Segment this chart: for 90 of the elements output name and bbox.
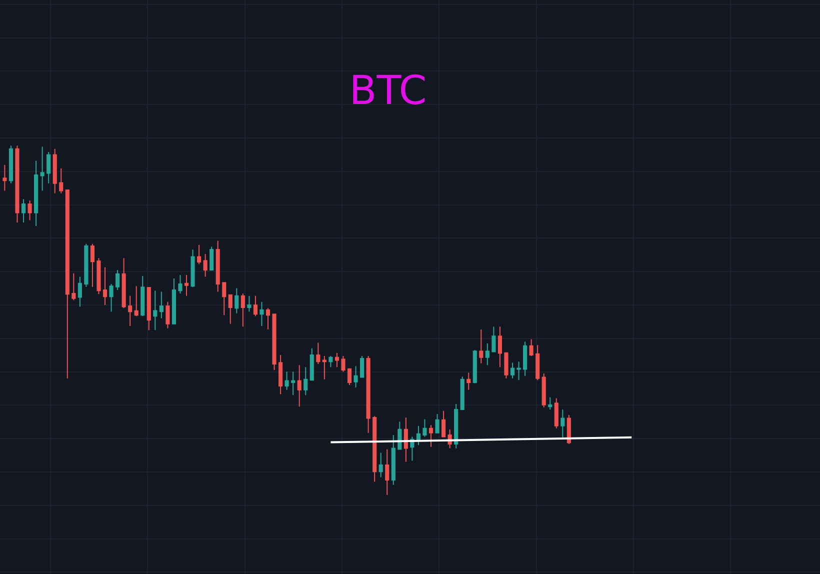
candlestick bbox=[485, 342, 490, 366]
candlestick bbox=[529, 338, 534, 356]
candlestick bbox=[40, 146, 44, 192]
candlestick bbox=[385, 448, 390, 496]
candlestick bbox=[472, 350, 477, 384]
candlestick bbox=[253, 295, 258, 317]
candlestick bbox=[304, 366, 308, 396]
candlestick bbox=[234, 288, 239, 314]
candlestick bbox=[28, 200, 32, 221]
candlestick bbox=[2, 164, 7, 192]
candlestick bbox=[466, 372, 471, 390]
candlestick bbox=[391, 434, 396, 486]
candlestick bbox=[109, 284, 114, 312]
candlestick bbox=[190, 248, 195, 288]
candlestick bbox=[8, 145, 14, 184]
candlestick bbox=[52, 148, 57, 194]
candlestick bbox=[228, 294, 232, 324]
candlestick bbox=[272, 314, 276, 370]
candlestick bbox=[416, 425, 420, 446]
candlestick bbox=[479, 328, 484, 364]
candlestick bbox=[266, 308, 270, 330]
candlestick bbox=[128, 295, 132, 326]
candlestick bbox=[34, 160, 38, 227]
candlestick bbox=[122, 258, 126, 309]
candlestick bbox=[334, 352, 339, 368]
candlestick bbox=[454, 403, 458, 449]
candlestick bbox=[328, 356, 333, 368]
candlestick bbox=[366, 356, 370, 434]
candlestick bbox=[21, 198, 26, 224]
candlestick bbox=[510, 362, 515, 379]
candlestick bbox=[90, 243, 95, 288]
candlestick bbox=[178, 274, 182, 294]
candlestick bbox=[422, 418, 427, 438]
candlestick bbox=[548, 396, 552, 410]
candlestick bbox=[153, 290, 158, 331]
candlestick bbox=[59, 168, 64, 194]
candlestick bbox=[460, 376, 464, 410]
chart-title: BTC bbox=[349, 68, 427, 114]
candlestick bbox=[372, 416, 377, 482]
candlestick bbox=[354, 366, 358, 388]
candlestick bbox=[398, 421, 402, 450]
candlestick bbox=[428, 424, 434, 448]
candlestick bbox=[498, 326, 502, 368]
candlestick bbox=[172, 278, 176, 324]
candlestick bbox=[72, 272, 76, 301]
candlestick bbox=[197, 244, 202, 265]
candlestick bbox=[260, 301, 264, 326]
candlestick bbox=[291, 371, 296, 396]
candlestick bbox=[435, 413, 440, 434]
candlestick bbox=[216, 240, 220, 292]
candlestick bbox=[504, 352, 508, 379]
candlestick bbox=[516, 361, 521, 381]
candlestick bbox=[146, 287, 151, 331]
candlestick bbox=[284, 371, 289, 390]
candlestick bbox=[247, 295, 252, 312]
candlestick bbox=[378, 452, 383, 478]
candlestick bbox=[278, 354, 283, 395]
candlestick bbox=[360, 356, 364, 378]
candlestick bbox=[15, 145, 20, 224]
candlestick bbox=[134, 286, 138, 317]
candlestick bbox=[78, 276, 82, 308]
candlestick bbox=[184, 274, 189, 296]
candlestick bbox=[116, 270, 120, 290]
candlestick bbox=[341, 356, 346, 372]
candlestick bbox=[560, 408, 565, 439]
candlestick bbox=[297, 364, 302, 408]
candlestick bbox=[404, 416, 408, 462]
candlestick bbox=[523, 341, 528, 376]
candlestick bbox=[210, 246, 214, 271]
candlestick bbox=[166, 301, 170, 329]
candlestick bbox=[316, 342, 320, 365]
candlestick bbox=[554, 398, 558, 429]
candlestick bbox=[102, 266, 108, 306]
candlestick bbox=[240, 292, 245, 328]
candlestick bbox=[310, 348, 314, 381]
candlestick bbox=[566, 414, 571, 445]
candlestick bbox=[322, 356, 326, 380]
candlestick bbox=[65, 190, 70, 379]
candlestick bbox=[140, 276, 145, 317]
candlestick bbox=[203, 253, 208, 278]
candlestick bbox=[96, 258, 101, 295]
candlestick bbox=[222, 282, 226, 316]
candlestick bbox=[542, 372, 546, 408]
candlestick bbox=[536, 344, 540, 381]
candlestick bbox=[492, 326, 496, 352]
candlestick bbox=[347, 368, 352, 386]
candlestick bbox=[159, 291, 164, 319]
candlestick bbox=[46, 151, 51, 184]
candlestick bbox=[84, 243, 88, 288]
candlestick bbox=[442, 410, 446, 438]
